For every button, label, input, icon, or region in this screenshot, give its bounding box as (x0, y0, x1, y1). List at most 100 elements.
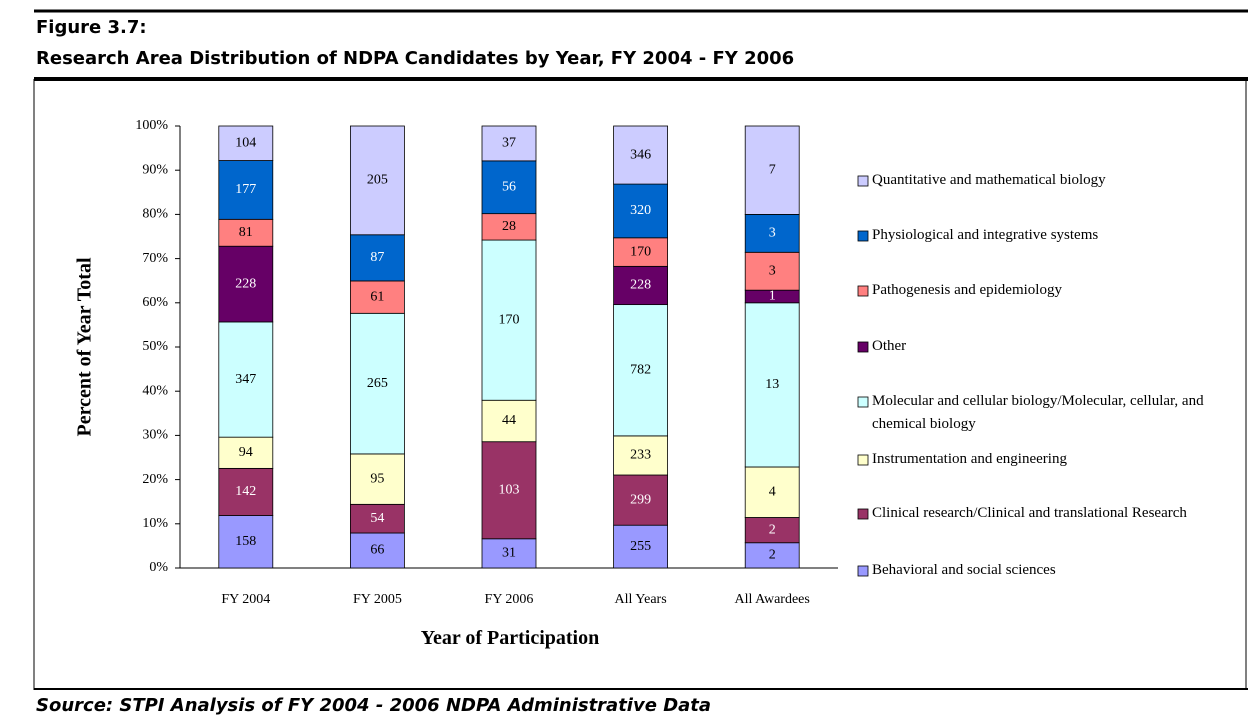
data-label: 158 (235, 534, 256, 549)
data-label: 3 (769, 226, 776, 241)
data-label: 54 (370, 511, 384, 526)
bar-segment (744, 517, 800, 544)
data-label: 28 (502, 219, 516, 234)
data-label: 170 (630, 244, 651, 259)
data-label: 66 (370, 543, 384, 558)
x-axis-title: Year of Participation (421, 627, 600, 649)
bar-segment (349, 125, 405, 236)
data-label: 265 (367, 376, 388, 391)
y-tick-label: 40% (142, 383, 168, 398)
data-label: 205 (367, 173, 388, 188)
data-label: 255 (630, 539, 651, 554)
x-tick-label: FY 2006 (485, 592, 534, 607)
bar-segment (481, 125, 537, 162)
bar-segment (349, 234, 405, 282)
y-axis-title: Percent of Year Total (74, 257, 96, 436)
data-label: 44 (502, 413, 516, 428)
bar-segment (481, 213, 537, 241)
x-tick-label: All Awardees (735, 592, 810, 607)
legend-label: Molecular and cellular biology/Molecular… (872, 393, 1204, 432)
data-label: 37 (502, 136, 516, 151)
data-label: 177 (235, 182, 256, 197)
legend-entry: Behavioral and social sciences (872, 562, 1056, 578)
bar-segment (744, 542, 800, 569)
bar-segment (613, 125, 668, 185)
legend-label: Physiological and integrative systems (872, 227, 1099, 243)
data-label: 13 (765, 377, 779, 392)
x-tick-label: FY 2004 (221, 592, 270, 607)
legend-swatch (857, 175, 869, 187)
bar-segment (613, 474, 668, 526)
chart-title: Research Area Distribution of NDPA Candi… (36, 48, 794, 69)
data-label: 103 (499, 482, 520, 497)
y-tick-label: 70% (142, 251, 168, 266)
legend-swatch (857, 285, 869, 297)
bar-segment (613, 265, 668, 306)
legend-entry: Physiological and integrative systems (872, 227, 1099, 243)
data-label: 320 (630, 203, 651, 218)
bar-segment (218, 515, 274, 569)
y-tick-label: 50% (142, 339, 168, 354)
legend-label: Instrumentation and engineering (872, 451, 1067, 467)
bar-segment (744, 213, 800, 253)
legend-swatch (857, 396, 869, 408)
bar-segment (481, 441, 537, 540)
bar-segment (481, 239, 537, 401)
bar-segment (218, 160, 274, 220)
bar-segment (744, 466, 800, 518)
bar-segment (218, 125, 274, 161)
data-label: 7 (769, 162, 776, 177)
y-tick-label: 30% (142, 428, 168, 443)
legend-label: Other (872, 338, 907, 354)
bar-segment (349, 532, 405, 569)
bar-segment (481, 399, 537, 443)
bar-segment (218, 218, 274, 247)
data-label: 104 (235, 135, 256, 150)
bar-segment (481, 538, 537, 569)
y-tick-label: 0% (149, 560, 168, 575)
data-label: 81 (239, 225, 253, 240)
bar-segment (744, 302, 800, 468)
legend-label: Pathogenesis and epidemiology (872, 282, 1062, 298)
data-label: 299 (630, 492, 651, 507)
data-label: 2 (769, 548, 776, 563)
legend-entry: Clinical research/Clinical and translati… (872, 505, 1187, 521)
legend-entry: Instrumentation and engineering (872, 451, 1067, 467)
x-tick-label: FY 2005 (353, 592, 402, 607)
legend-swatch (857, 454, 869, 466)
legend-label: Behavioral and social sciences (872, 562, 1056, 578)
bar-segment (218, 245, 274, 323)
y-tick-label: 10% (142, 516, 168, 531)
legend-swatch (857, 508, 869, 520)
data-label: 61 (370, 289, 384, 304)
data-label: 56 (502, 179, 516, 194)
y-tick-label: 80% (142, 207, 168, 222)
legend-entry: Quantitative and mathematical biology (872, 172, 1106, 188)
data-label: 2 (769, 522, 776, 537)
bar-segment (349, 312, 405, 455)
data-label: 782 (630, 362, 651, 377)
legend-swatch (857, 565, 869, 577)
bar-segment (481, 160, 537, 215)
bar-segment (744, 251, 800, 291)
legend-entry: Other (872, 338, 907, 354)
data-label: 228 (235, 276, 256, 291)
y-tick-label: 100% (135, 118, 168, 133)
y-tick-label: 90% (142, 162, 168, 177)
data-label: 4 (769, 484, 776, 499)
data-label: 95 (370, 471, 384, 486)
data-label: 87 (370, 250, 384, 265)
data-label: 228 (630, 278, 651, 293)
bar-segment (218, 467, 274, 516)
data-label: 1 (769, 289, 776, 304)
x-tick-label: All Years (615, 592, 667, 607)
figure-label: Figure 3.7: (36, 17, 147, 38)
bar-segment (349, 503, 405, 534)
data-label: 31 (502, 546, 516, 561)
data-label: 346 (630, 147, 651, 162)
data-label: 3 (769, 263, 776, 278)
legend-label: Clinical research/Clinical and translati… (872, 505, 1187, 521)
bar-segment (613, 435, 668, 476)
data-label: 94 (239, 445, 253, 460)
bar-segment (613, 304, 668, 437)
